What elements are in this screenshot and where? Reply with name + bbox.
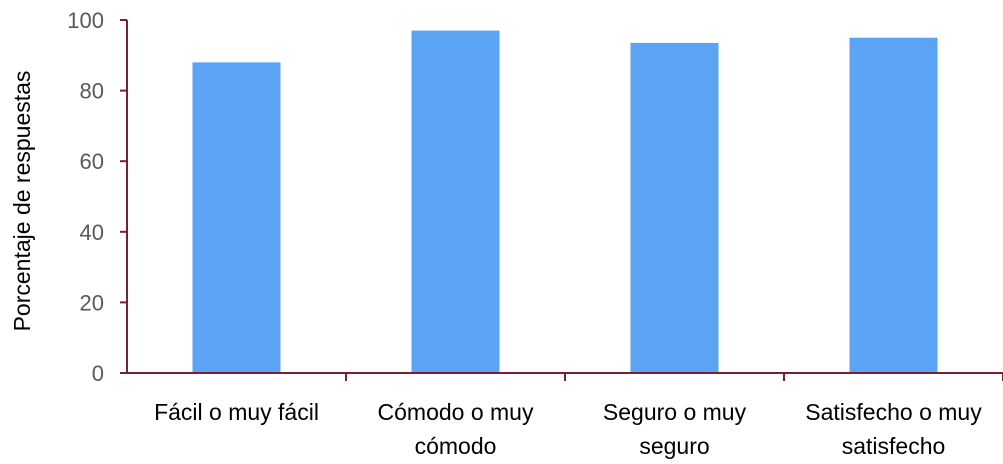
bar-2: [412, 31, 500, 373]
x-category-labels-group: Fácil o muy fácil Cómodo o muy cómodo Segur…: [154, 399, 982, 459]
bars-group: [193, 31, 938, 373]
bar-1: [193, 62, 281, 373]
bar-3: [631, 43, 719, 373]
y-axis-title-group: Porcentaje de respuestas: [9, 71, 35, 332]
y-axis-title: Porcentaje de respuestas: [9, 71, 35, 332]
y-tick-label-20: 20: [80, 290, 104, 315]
x-category-label-1: Fácil o muy fácil: [154, 399, 319, 425]
y-tick-label-100: 100: [67, 8, 104, 33]
y-tick-label-40: 40: [80, 220, 104, 245]
y-tick-label-0: 0: [92, 361, 104, 386]
y-tick-labels-group: 0 20 40 60 80 100: [67, 8, 104, 386]
x-category-label-2: Cómodo o muy cómodo: [378, 399, 534, 459]
y-tick-label-80: 80: [80, 79, 104, 104]
x-category-label-4: Satisfecho o muy satisfecho: [805, 399, 982, 459]
x-category-label-3: Seguro o muy seguro: [603, 399, 747, 459]
bar-4: [850, 38, 938, 373]
y-tick-label-60: 60: [80, 149, 104, 174]
